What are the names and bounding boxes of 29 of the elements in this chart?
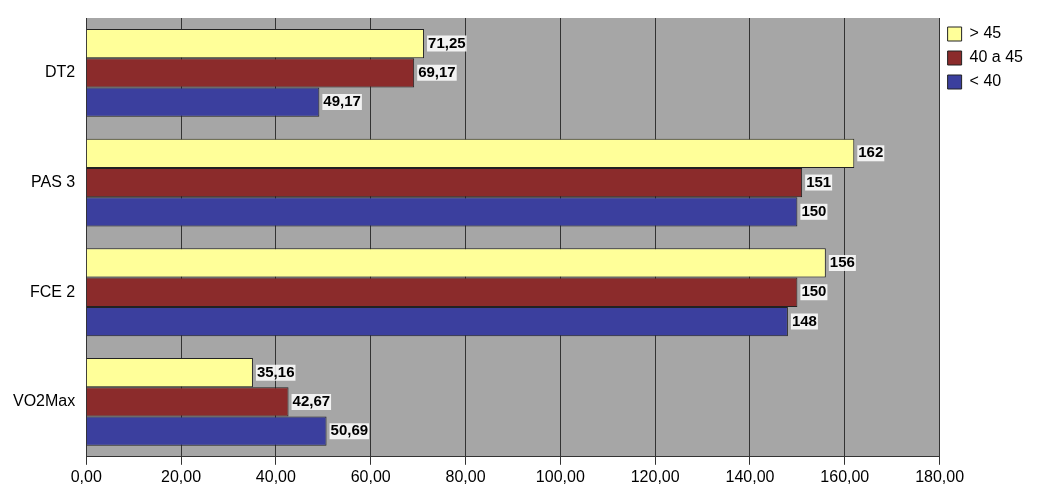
data-label: 49,17 bbox=[323, 92, 361, 110]
legend-label: 40 a 45 bbox=[969, 48, 1024, 66]
x-tick-label: 20,00 bbox=[161, 467, 202, 485]
x-tick-label: 180,00 bbox=[915, 467, 965, 485]
data-label: 156 bbox=[829, 253, 855, 271]
data-label: 50,69 bbox=[330, 421, 369, 439]
y-tick-label: PAS 3 bbox=[31, 172, 76, 190]
data-label: 150 bbox=[801, 201, 827, 219]
y-tick-label: DT2 bbox=[45, 63, 76, 81]
x-tick-label: 40,00 bbox=[255, 467, 296, 485]
x-tick-label: 140,00 bbox=[725, 467, 775, 485]
x-tick-label: 160,00 bbox=[820, 467, 870, 485]
data-label: 162 bbox=[858, 143, 884, 161]
data-label: 151 bbox=[806, 172, 832, 190]
x-tick-label: 120,00 bbox=[630, 467, 680, 485]
legend-label: > 45 bbox=[969, 24, 1002, 42]
x-tick-label: 80,00 bbox=[445, 467, 486, 485]
data-label: 35,16 bbox=[256, 362, 295, 380]
y-tick-label: VO2Max bbox=[12, 392, 76, 410]
legend-label: < 40 bbox=[969, 72, 1002, 90]
data-label: 69,17 bbox=[418, 62, 456, 80]
x-tick-label: 0,00 bbox=[70, 467, 102, 485]
data-label: 71,25 bbox=[428, 33, 466, 51]
x-tick-label: 100,00 bbox=[535, 467, 585, 485]
x-tick-label: 60,00 bbox=[350, 467, 391, 485]
data-label: 150 bbox=[801, 282, 827, 300]
data-label: 148 bbox=[791, 311, 817, 329]
y-tick-label: FCE 2 bbox=[29, 282, 76, 300]
data-label: 42,67 bbox=[292, 392, 331, 410]
